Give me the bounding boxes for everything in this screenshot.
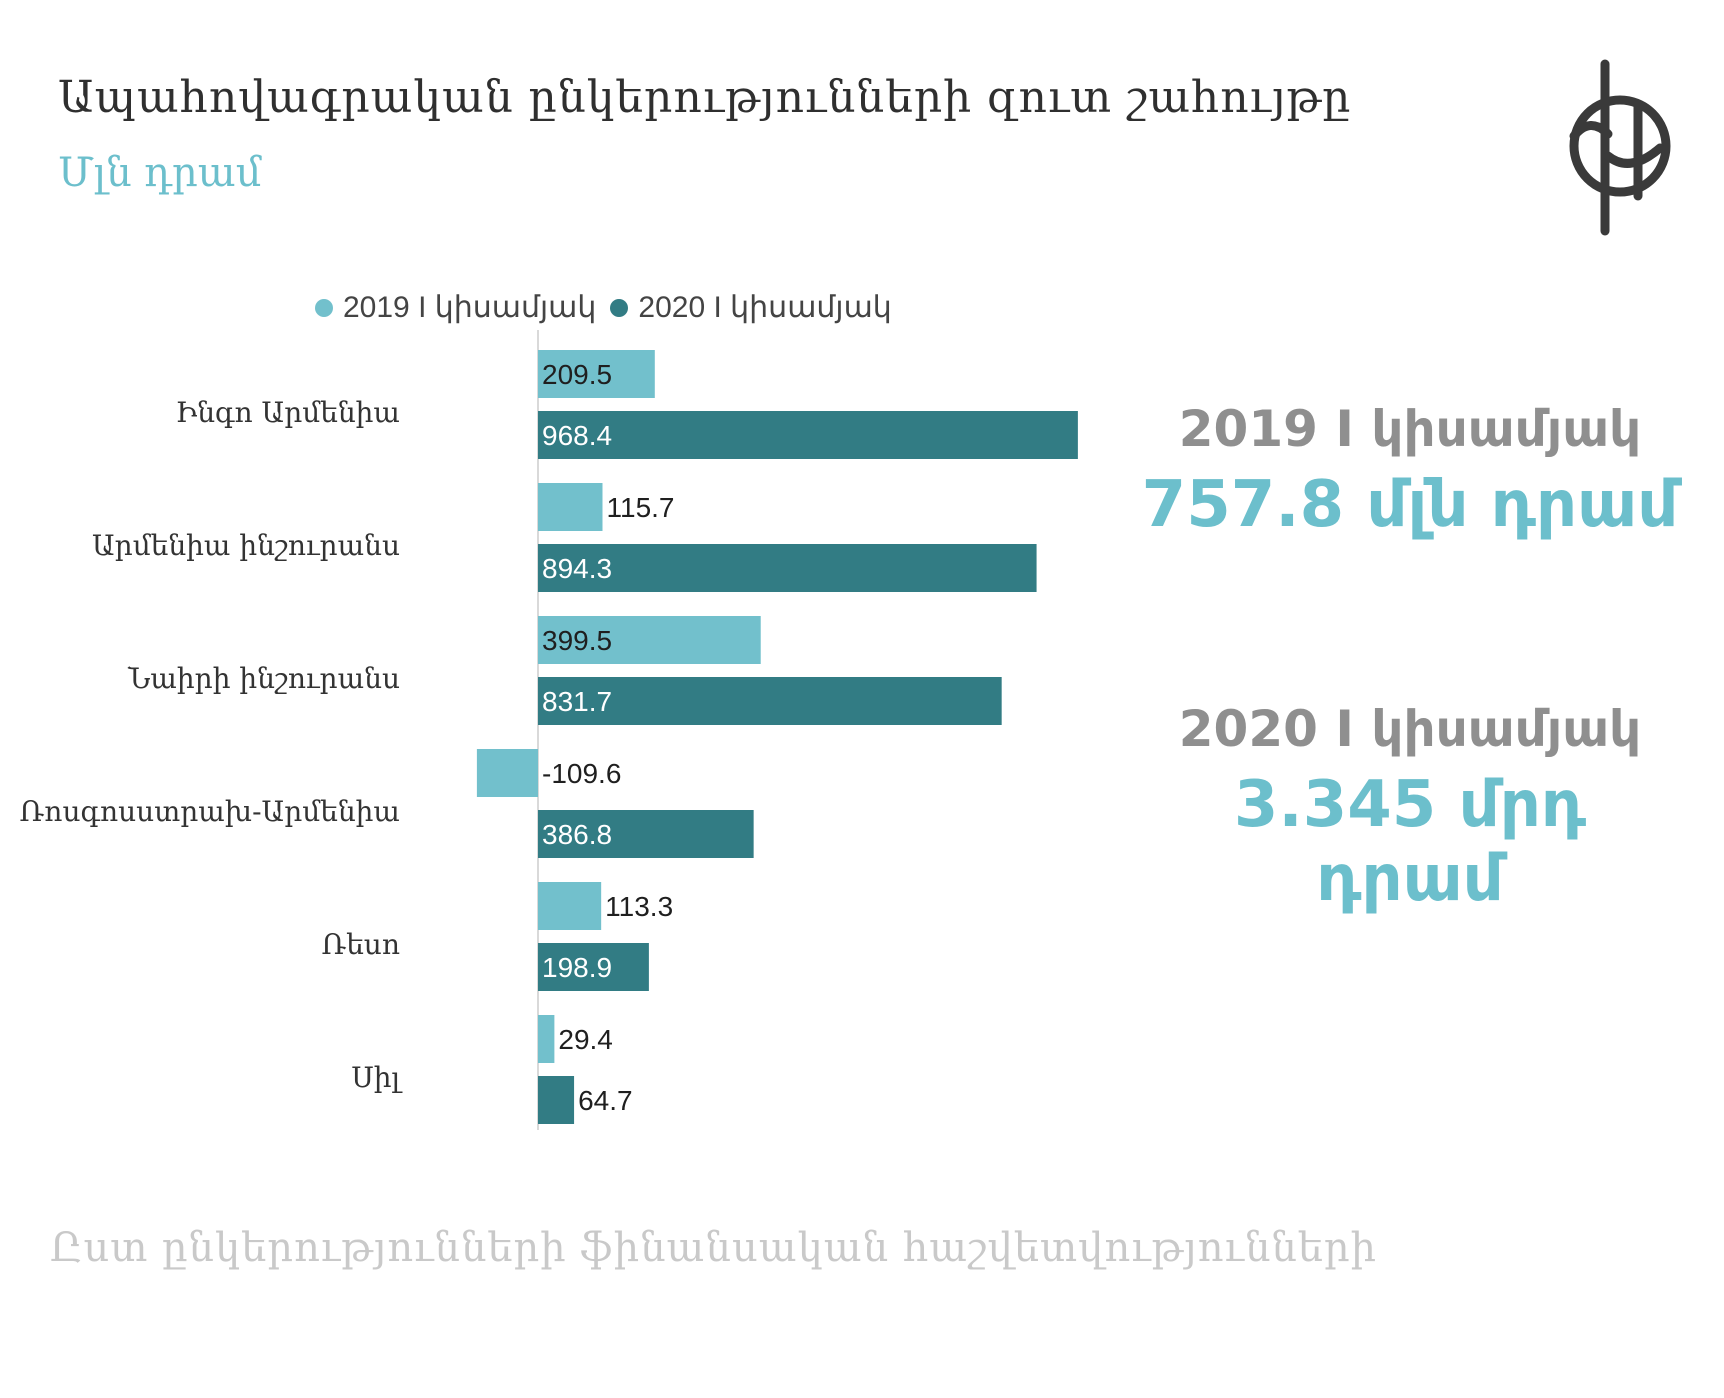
bar-chart: 209.5 968.4 Ինգո Արմենիա 115.7 894.3 Արմենիա … — [20, 330, 1078, 1130]
bar-2019-5 — [538, 1015, 555, 1063]
category-label-2: Նաիրի ինշուրանս — [127, 662, 400, 695]
category-label-0: Ինգո Արմենիա — [176, 396, 400, 429]
summary-2019-value: 757.8 մլն դրամ — [1141, 468, 1679, 542]
data-label-2019-5: 29.4 — [558, 1024, 613, 1055]
data-label-2019-3: -109.6 — [542, 758, 621, 789]
data-label-2020-5: 64.7 — [578, 1085, 633, 1116]
legend-label-2020: 2020 I կիսամյակ — [638, 291, 892, 324]
bar-2020-3 — [538, 810, 754, 858]
bar-2020-1 — [538, 544, 1037, 592]
category-label-5: Սիլ — [351, 1061, 402, 1094]
bar-2019-0 — [538, 350, 655, 398]
bar-2020-0 — [538, 411, 1078, 459]
summary-2020-value: 3.345 մրդ դրամ — [1233, 768, 1587, 916]
data-label-2019-2: 399.5 — [542, 625, 612, 656]
category-label-4: Ռեսո — [321, 928, 400, 961]
data-label-2020-4: 198.9 — [542, 952, 612, 983]
legend-item-2019: 2019 I կիսամյակ — [315, 290, 596, 325]
data-label-2020-1: 894.3 — [542, 553, 612, 584]
legend-label-2019: 2019 I կիսամյակ — [343, 291, 597, 324]
data-label-2020-0: 968.4 — [542, 420, 612, 451]
chart-subtitle: Մլն դրամ — [58, 150, 262, 196]
legend-swatch-2020 — [610, 298, 629, 317]
chart-legend: 2019 I կիսամյակ 2020 I կիսամյակ — [315, 290, 892, 325]
summary-2020: 2020 I կիսամյակ 3.345 մրդ դրամ — [1130, 700, 1690, 916]
source-note: Ըստ ընկերությունների ֆինանսական հաշվետվո… — [50, 1225, 1378, 1271]
data-label-2020-3: 386.8 — [542, 819, 612, 850]
data-label-2019-1: 115.7 — [607, 492, 675, 523]
data-label-2020-2: 831.7 — [542, 686, 612, 717]
data-label-2019-0: 209.5 — [542, 359, 612, 390]
bar-2020-5 — [538, 1076, 575, 1124]
chart-title: Ապահովագրական ընկերությունների զուտ շահո… — [58, 72, 1352, 123]
category-label-1: Արմենիա ինշուրանս — [92, 529, 400, 562]
summary-2020-label: 2020 I կիսամյակ — [1178, 700, 1642, 758]
logo-icon — [1569, 59, 1671, 236]
bar-2020-4 — [538, 943, 649, 991]
bar-2019-3 — [476, 749, 538, 797]
bar-2020-2 — [538, 677, 1002, 725]
bar-2019-1 — [538, 483, 603, 531]
category-label-3: Ռոսգոսստրախ-Արմենիա — [20, 795, 400, 828]
data-label-2019-4: 113.3 — [605, 891, 673, 922]
summary-2019-label: 2019 I կիսամյակ — [1178, 400, 1642, 458]
legend-item-2020: 2020 I կիսամյակ — [610, 290, 892, 325]
summary-2019: 2019 I կիսամյակ 757.8 մլն դրամ — [1130, 400, 1690, 542]
legend-swatch-2019 — [315, 298, 333, 317]
bar-2019-2 — [538, 616, 761, 664]
bar-2019-4 — [538, 882, 602, 930]
